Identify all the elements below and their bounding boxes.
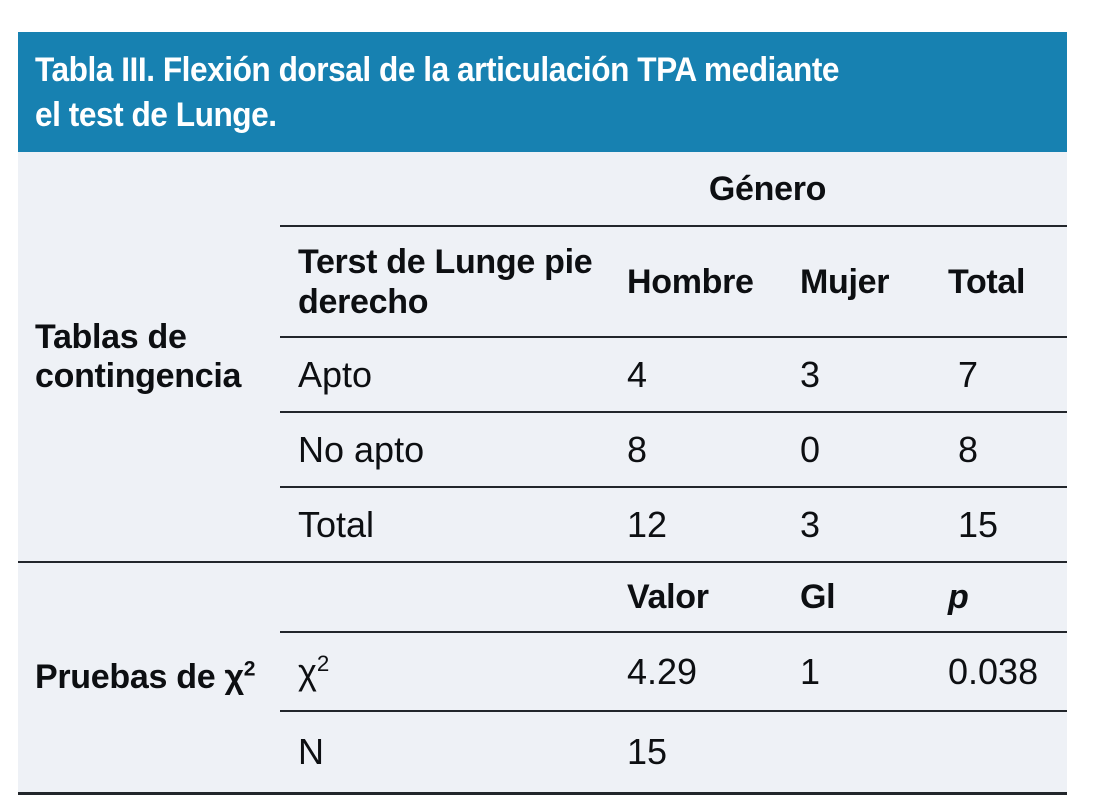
column-header-p: p — [948, 578, 969, 616]
table-row-apto: Apto 4 3 7 — [280, 338, 1067, 413]
table-row-chi-square: χ2 4.29 1 0.038 — [280, 633, 1067, 712]
column-header-mujer: Mujer — [800, 262, 890, 301]
cell-hombre: 4 — [627, 353, 648, 395]
chi-square-label-text: Pruebas de χ — [35, 658, 244, 696]
cell-p: 0.038 — [948, 650, 1039, 692]
cell-hombre: 12 — [627, 503, 668, 545]
chi-symbol-superscript: 2 — [316, 650, 330, 676]
row-label: Apto — [298, 353, 373, 395]
cell-gl: 1 — [800, 650, 821, 692]
chi-symbol: χ — [298, 650, 317, 692]
cell-total: 8 — [958, 428, 979, 470]
column-header-valor: Valor — [627, 578, 709, 616]
cell-hombre: 8 — [627, 428, 648, 470]
contingency-subtable: Género Terst de Lunge pie derecho Hombre… — [280, 152, 1067, 561]
cell-mujer: 3 — [800, 503, 821, 545]
section-divider-rule — [18, 561, 1067, 563]
cell-valor: 15 — [627, 731, 668, 772]
column-header-row: Terst de Lunge pie derecho Hombre Mujer … — [280, 227, 1067, 338]
stats-header-row: Valor Gl p — [280, 563, 1067, 633]
column-header-total: Total — [948, 262, 1026, 301]
row-label-n: N — [298, 731, 324, 772]
chi-square-subtable: Valor Gl p χ2 4.29 1 0.038 N 15 — [280, 563, 1067, 792]
chi-square-label-superscript: 2 — [243, 657, 256, 681]
section-label-contingency: Tablas de contingencia — [35, 317, 242, 395]
cell-valor: 4.29 — [627, 650, 698, 692]
column-header-hombre: Hombre — [627, 262, 754, 301]
table-title-line-1: Tabla III. Flexión dorsal de la articula… — [35, 51, 840, 89]
gender-spanner-header: Género — [708, 169, 827, 208]
section-label-chi-square: Pruebas de χ2 — [18, 563, 280, 792]
cell-mujer: 3 — [800, 353, 821, 395]
column-header-gl: Gl — [800, 578, 836, 616]
row-header-test-lunge: Terst de Lunge pie derecho — [298, 242, 593, 321]
table-row-no-apto: No apto 8 0 8 — [280, 413, 1067, 488]
cell-mujer: 0 — [800, 428, 821, 470]
row-label: Total — [298, 503, 375, 545]
table-title-line-2: el test de Lunge. — [35, 96, 277, 134]
cell-total: 15 — [958, 503, 999, 545]
table-card: Tabla III. Flexión dorsal de la articula… — [18, 32, 1067, 795]
section-chi-square: Pruebas de χ2 Valor Gl p χ2 4.29 1 0.038 — [18, 563, 1067, 792]
row-label: No apto — [298, 428, 425, 470]
gender-spanner-row: Género — [280, 152, 1067, 227]
bottom-rule — [18, 792, 1067, 795]
section-contingency: Tablas de contingencia Género Terst de L… — [18, 152, 1067, 561]
table-title-bar: Tabla III. Flexión dorsal de la articula… — [18, 32, 1067, 152]
table-row-total: Total 12 3 15 — [280, 488, 1067, 561]
row-label-chi: χ2 — [280, 650, 627, 692]
table-row-n: N 15 — [280, 712, 1067, 792]
cell-total: 7 — [958, 353, 979, 395]
